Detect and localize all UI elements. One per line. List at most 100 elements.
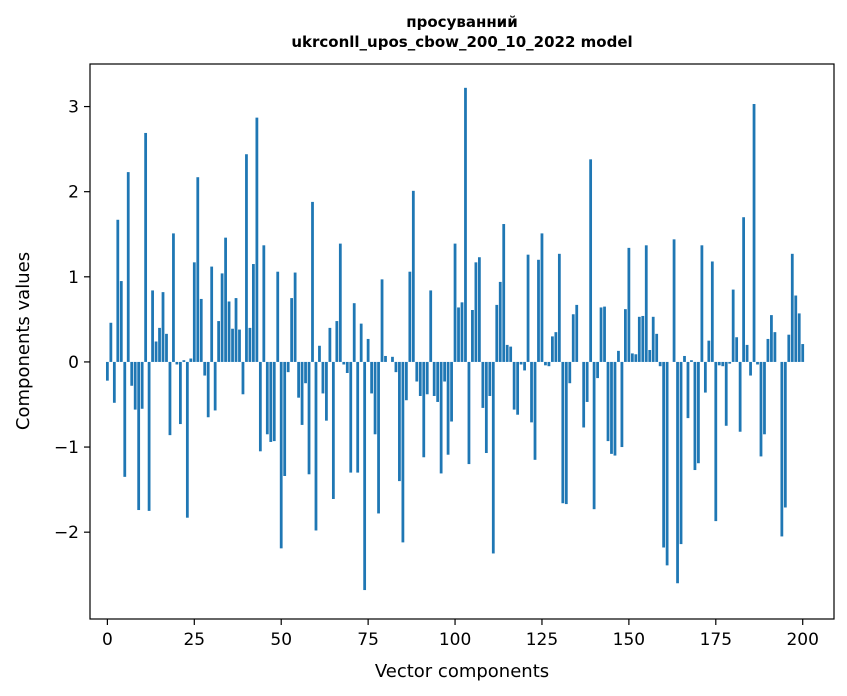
bar xyxy=(495,304,499,362)
bar xyxy=(557,253,561,362)
bar xyxy=(599,307,603,362)
bar xyxy=(283,361,287,476)
bar xyxy=(644,245,648,362)
bar xyxy=(338,243,342,362)
bar xyxy=(790,253,794,362)
bar xyxy=(432,361,436,396)
bar xyxy=(735,337,739,362)
bar xyxy=(189,358,193,362)
bar xyxy=(780,361,784,537)
bar xyxy=(721,361,725,367)
bar xyxy=(665,361,669,566)
bar xyxy=(624,309,627,362)
bar xyxy=(422,361,426,458)
bar xyxy=(759,361,763,457)
bar xyxy=(801,344,805,362)
bar xyxy=(481,361,485,408)
x-tick-label: 25 xyxy=(183,630,205,650)
bar xyxy=(151,290,154,362)
bar xyxy=(683,355,686,362)
bar xyxy=(241,361,245,395)
bar xyxy=(119,281,123,362)
bar xyxy=(561,361,565,504)
bar xyxy=(686,361,690,419)
bar xyxy=(147,361,151,511)
y-tick-label: −2 xyxy=(54,523,79,543)
bar xyxy=(568,361,572,384)
bar xyxy=(165,333,168,362)
bar xyxy=(213,361,217,411)
bar xyxy=(484,361,488,454)
bar xyxy=(658,361,662,367)
plot-frame xyxy=(89,63,835,620)
bar xyxy=(398,361,401,482)
bar xyxy=(172,233,175,362)
bar xyxy=(227,301,231,362)
bar xyxy=(679,361,683,545)
x-tick-label: 125 xyxy=(526,630,558,650)
bar xyxy=(265,361,269,435)
bar xyxy=(637,316,641,362)
x-tick-label: 50 xyxy=(270,630,292,650)
bar xyxy=(290,298,294,362)
bar xyxy=(641,315,645,362)
bar xyxy=(168,361,172,436)
y-tick-label: −1 xyxy=(54,438,79,458)
bar xyxy=(763,361,766,435)
bar xyxy=(512,361,516,410)
bar xyxy=(252,264,255,362)
bar xyxy=(199,298,203,362)
bar xyxy=(112,361,116,403)
bar xyxy=(603,306,606,362)
bar xyxy=(564,361,568,505)
bar xyxy=(158,327,161,362)
bar xyxy=(676,361,679,584)
bar xyxy=(457,307,460,362)
bar xyxy=(738,361,742,432)
bar xyxy=(742,217,745,362)
bar xyxy=(377,361,380,514)
bar xyxy=(707,340,711,362)
bar xyxy=(185,361,189,518)
bar xyxy=(394,361,398,373)
bar xyxy=(210,266,214,362)
bar xyxy=(756,361,759,365)
bar xyxy=(728,361,732,364)
bar xyxy=(502,224,506,362)
chart-title-line2: ukrconll_upos_cbow_200_10_2022 model xyxy=(291,33,633,51)
bar xyxy=(279,361,283,549)
bar xyxy=(335,321,339,362)
bar xyxy=(255,117,259,362)
bar xyxy=(272,361,276,442)
bar xyxy=(540,233,544,362)
chart-title: просуванний ukrconll_upos_cbow_200_10_20… xyxy=(90,12,834,52)
y-tick-label: 0 xyxy=(68,353,79,373)
bar xyxy=(436,361,440,402)
bar xyxy=(391,356,394,362)
bar xyxy=(519,361,523,365)
bar xyxy=(325,361,328,421)
bar xyxy=(179,361,182,425)
bar xyxy=(328,327,332,362)
y-axis-label: Components values xyxy=(13,252,34,430)
y-tick-label: 2 xyxy=(68,183,79,203)
bar xyxy=(783,361,787,508)
bar xyxy=(464,87,467,362)
bar xyxy=(429,290,433,362)
bar xyxy=(505,344,509,362)
bar xyxy=(509,346,513,362)
bar xyxy=(773,332,777,362)
bar xyxy=(161,292,165,362)
bar xyxy=(411,190,415,362)
bar xyxy=(613,361,617,456)
bar xyxy=(349,361,353,473)
bar xyxy=(717,361,721,366)
bar xyxy=(231,328,234,362)
bar xyxy=(596,361,599,379)
bar xyxy=(297,361,300,398)
bars-group xyxy=(105,87,805,591)
bar xyxy=(697,361,700,464)
bar xyxy=(137,361,141,511)
bar xyxy=(220,273,224,362)
